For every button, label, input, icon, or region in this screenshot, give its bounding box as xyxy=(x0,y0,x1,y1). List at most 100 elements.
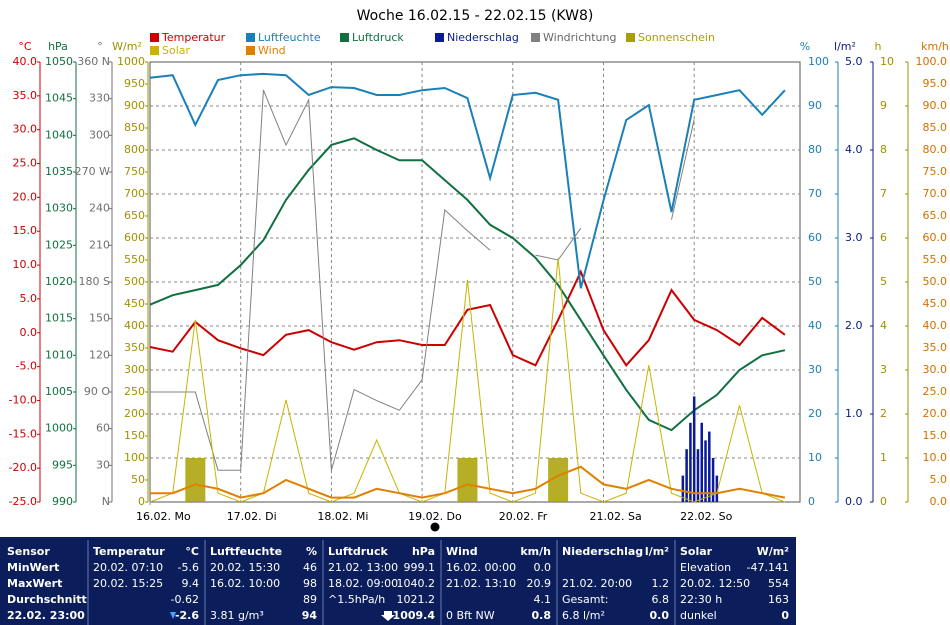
y-tick-label: 750 xyxy=(124,165,145,178)
y-tick-label: 75.0 xyxy=(923,165,948,178)
x-tick-label: 21.02. Sa xyxy=(589,510,641,523)
y-tick-label: N xyxy=(102,495,110,508)
y-tick-label: 30 xyxy=(808,363,822,376)
column-header: Sensor xyxy=(7,545,50,558)
y-tick-label: 30.0 xyxy=(13,123,38,136)
y-tick-label: 995 xyxy=(52,458,73,471)
cell-label: 6.8 l/m² xyxy=(562,609,605,622)
y-tick-label: 15.0 xyxy=(13,224,38,237)
cell-label: 20.02. 12:50 xyxy=(680,577,750,590)
cell-value: 1009.4 xyxy=(393,609,436,622)
y-tick-label: 1.0 xyxy=(845,407,863,420)
cell-value: 1040.2 xyxy=(397,577,436,590)
y-tick-label: 1030 xyxy=(45,202,73,215)
y-tick-label: 3.0 xyxy=(845,231,863,244)
legend-label: Luftdruck xyxy=(352,31,404,44)
column-unit: °C xyxy=(185,545,199,558)
y-tick-label: 120 xyxy=(89,348,110,361)
y-tick-label: 650 xyxy=(124,209,145,222)
cell-value: 98 xyxy=(303,577,317,590)
legend-label: Temperatur xyxy=(161,31,226,44)
y-tick-label: 210 xyxy=(89,238,110,251)
axis-unit: ° xyxy=(97,40,103,53)
legend-swatch xyxy=(340,33,349,42)
y-tick-label: 25.0 xyxy=(13,157,38,170)
y-tick-label: 5.0 xyxy=(845,55,863,68)
column-header: Luftfeuchte xyxy=(210,545,282,558)
legend-swatch xyxy=(246,33,255,42)
y-tick-label: 40 xyxy=(808,319,822,332)
y-tick-label: 200 xyxy=(124,407,145,420)
legend-swatch xyxy=(531,33,540,42)
y-tick-label: -20.0 xyxy=(9,461,37,474)
series-line xyxy=(149,137,786,432)
bar xyxy=(457,458,478,502)
legend-label: Windrichtung xyxy=(543,31,616,44)
y-tick-label: 800 xyxy=(124,143,145,156)
cell-label: 16.02. 10:00 xyxy=(210,577,280,590)
y-tick-label: 1005 xyxy=(45,385,73,398)
y-tick-label: 270 W xyxy=(75,165,110,178)
column-unit: % xyxy=(306,545,317,558)
cell-value: 94 xyxy=(302,609,318,622)
y-tick-label: 300 xyxy=(124,363,145,376)
cell-label: 20.02. 15:25 xyxy=(93,577,163,590)
y-tick-label: 20.0 xyxy=(923,407,948,420)
bar xyxy=(692,396,696,502)
bar xyxy=(681,475,685,502)
table-background xyxy=(0,537,796,625)
x-tick-label: 16.02. Mo xyxy=(136,510,191,523)
cell-value: 0.8 xyxy=(532,609,552,622)
column-header: Luftdruck xyxy=(328,545,389,558)
y-tick-label: 1035 xyxy=(45,165,73,178)
y-tick-label: 4.0 xyxy=(845,143,863,156)
y-tick-label: 40.0 xyxy=(13,55,38,68)
cell-value: -0.62 xyxy=(171,593,199,606)
column-header: Wind xyxy=(446,545,478,558)
y-tick-label: 100 xyxy=(808,55,829,68)
y-tick-label: 10 xyxy=(808,451,822,464)
cell-value: 4.1 xyxy=(534,593,552,606)
y-tick-label: 1015 xyxy=(45,312,73,325)
column-header: Solar xyxy=(680,545,713,558)
y-tick-label: 900 xyxy=(124,99,145,112)
y-tick-label: 100.0 xyxy=(916,55,948,68)
cell-label: 18.02. 09:00 xyxy=(328,577,398,590)
row-label: MinWert xyxy=(7,561,59,574)
cell-value: 554 xyxy=(768,577,789,590)
y-tick-label: 300 xyxy=(89,128,110,141)
column-unit: hPa xyxy=(412,545,435,558)
summary-table: Sensor MinWert MaxWert Durchschnitt 22.02. 2… xyxy=(7,540,789,625)
trend-arrow xyxy=(170,612,176,619)
y-tick-label: 180 S xyxy=(79,275,110,288)
y-tick-label: 7 xyxy=(880,187,887,200)
axis-unit: h xyxy=(875,40,882,53)
bar xyxy=(685,449,688,502)
cell-value: 0.0 xyxy=(534,561,552,574)
y-tick-label: 250 xyxy=(124,385,145,398)
axis-unit: % xyxy=(800,40,810,53)
y-tick-label: 0 xyxy=(880,495,887,508)
cell-label: 21.02. 13:10 xyxy=(446,577,516,590)
row-label: MaxWert xyxy=(7,577,62,590)
y-tick-label: 1020 xyxy=(45,275,73,288)
column-unit: l/m² xyxy=(645,545,669,558)
y-tick-label: 35.0 xyxy=(923,341,948,354)
cell-label: 3.81 g/m³ xyxy=(210,609,264,622)
legend-label: Solar xyxy=(162,44,191,57)
y-tick-label: 9 xyxy=(880,99,887,112)
y-tick-label: 10.0 xyxy=(923,451,948,464)
y-tick-label: 150 xyxy=(124,429,145,442)
cell-value: 89 xyxy=(303,593,317,606)
series-line xyxy=(150,465,786,499)
y-tick-label: 330 xyxy=(89,92,110,105)
y-tick-label: 0.0 xyxy=(845,495,863,508)
y-tick-label: 400 xyxy=(124,319,145,332)
row-label: Durchschnitt xyxy=(7,593,87,606)
y-tick-label: 0 xyxy=(808,495,815,508)
y-tick-label: 65.0 xyxy=(923,209,948,222)
cell-value: -2.6 xyxy=(175,609,199,622)
legend-label: Sonnenschein xyxy=(638,31,715,44)
x-tick-label: 22.02. So xyxy=(680,510,732,523)
series-line xyxy=(149,72,786,289)
